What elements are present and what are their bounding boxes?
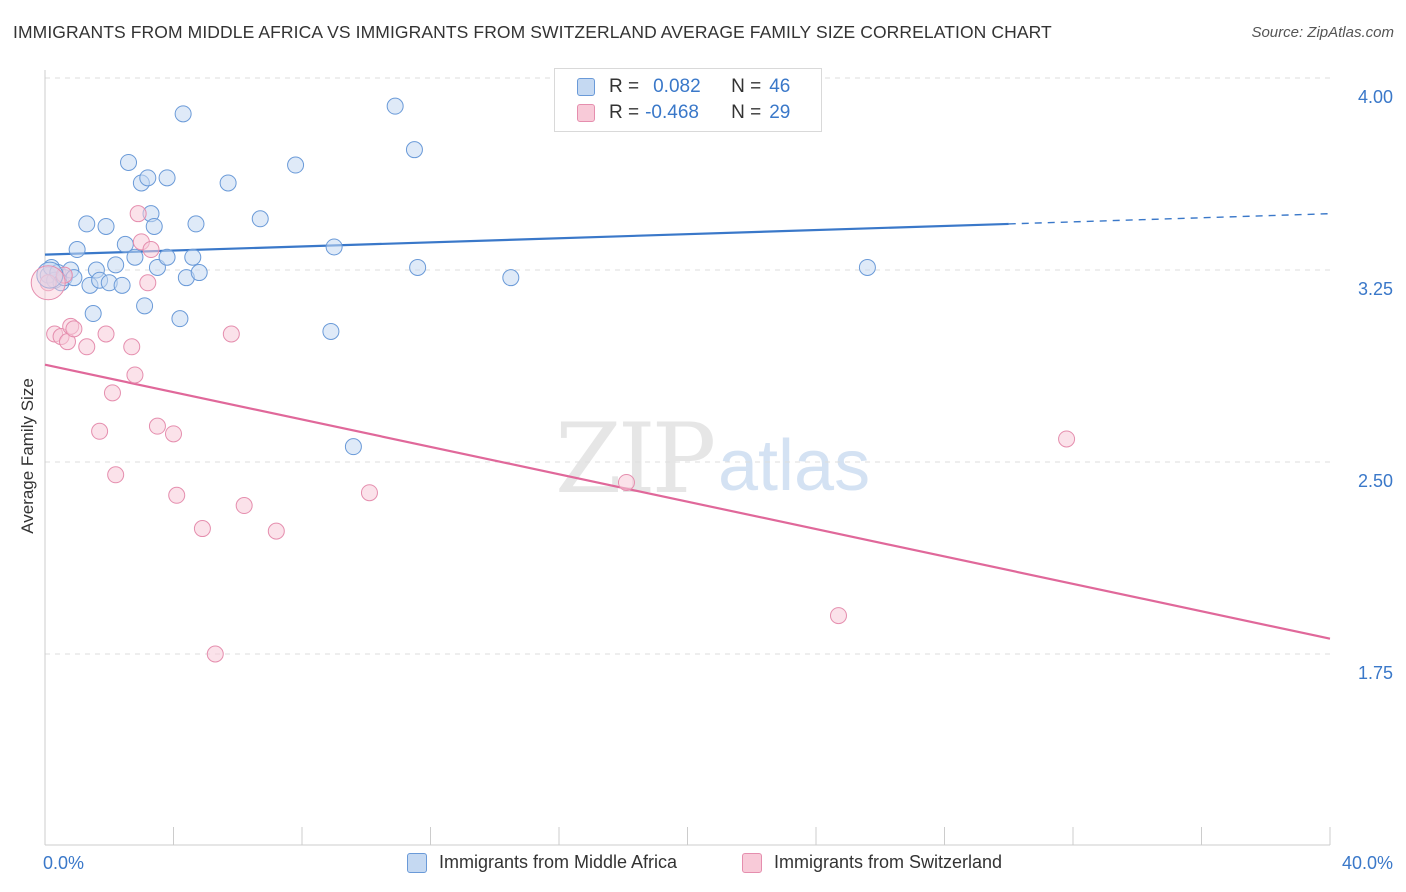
x-tick-label-min: 0.0% <box>43 853 84 873</box>
data-point-switzerland <box>97 325 115 343</box>
data-point-switzerland <box>91 422 109 440</box>
legend-n-label: N = <box>731 102 762 123</box>
data-point-middle-africa <box>68 241 86 259</box>
data-point-middle-africa <box>145 217 163 235</box>
y-tick-label: 1.75 <box>1358 663 1393 683</box>
data-point-middle-africa <box>97 217 115 235</box>
data-point-middle-africa <box>409 258 427 276</box>
y-tick-label: 4.00 <box>1358 87 1393 107</box>
data-point-middle-africa <box>184 248 202 266</box>
tick-labels: 1.75 2.50 3.25 4.00 0.0% 40.0% <box>43 87 1393 873</box>
data-point-middle-africa <box>171 310 189 328</box>
data-point-switzerland <box>168 486 186 504</box>
legend-r-label: R = <box>609 102 640 123</box>
x-tick-label-max: 40.0% <box>1342 853 1393 873</box>
data-point-switzerland <box>129 205 147 223</box>
trend-line-switzerland <box>44 363 1331 640</box>
trend-line-middle-africa-extension <box>1008 212 1331 225</box>
legend-swatch-blue <box>577 78 595 96</box>
data-point-switzerland <box>30 265 66 301</box>
data-points <box>30 97 1076 663</box>
y-tick-label: 2.50 <box>1358 471 1393 491</box>
legend-swatch-pink <box>742 852 762 873</box>
watermark: ZIP atlas <box>555 403 870 515</box>
legend-r-value: 0.082 <box>653 76 701 97</box>
data-point-switzerland <box>267 522 285 540</box>
data-point-switzerland <box>107 466 125 484</box>
data-point-switzerland <box>222 325 240 343</box>
data-point-middle-africa <box>187 215 205 233</box>
legend-swatch-pink <box>577 104 595 122</box>
legend-item-switzerland: Immigrants from Switzerland <box>742 852 1002 873</box>
watermark-atlas: atlas <box>718 426 870 506</box>
data-point-middle-africa <box>190 264 208 282</box>
data-point-middle-africa <box>287 156 305 174</box>
data-point-switzerland <box>235 497 253 515</box>
data-point-middle-africa <box>126 248 144 266</box>
legend-r-label: R = <box>609 76 640 97</box>
data-point-middle-africa <box>344 438 362 456</box>
data-point-middle-africa <box>251 210 269 228</box>
chart-title: IMMIGRANTS FROM MIDDLE AFRICA VS IMMIGRA… <box>13 22 1052 42</box>
data-point-switzerland <box>103 384 121 402</box>
data-point-middle-africa <box>405 141 423 159</box>
legend-r-value: -0.468 <box>645 102 699 123</box>
trend-line-middle-africa <box>44 222 1009 256</box>
data-point-middle-africa <box>120 153 138 171</box>
data-point-switzerland <box>126 366 144 384</box>
data-point-middle-africa <box>219 174 237 192</box>
legend-n-value: 29 <box>769 102 791 123</box>
data-point-switzerland <box>142 241 160 259</box>
data-point-middle-africa <box>136 297 154 315</box>
legend-row-switzerland: R = -0.468 N = 29 <box>577 101 790 125</box>
legend-swatch-blue <box>407 852 427 873</box>
data-point-switzerland <box>165 425 182 443</box>
data-point-switzerland <box>193 520 211 538</box>
data-point-switzerland <box>139 274 157 292</box>
legend-label-middle-africa: Immigrants from Middle Africa <box>439 852 678 872</box>
legend-n-label: N = <box>731 76 762 97</box>
data-point-middle-africa <box>858 258 876 276</box>
data-point-middle-africa <box>322 322 340 340</box>
data-point-middle-africa <box>502 269 520 287</box>
data-point-switzerland <box>829 607 847 625</box>
data-point-middle-africa <box>158 169 176 187</box>
data-point-middle-africa <box>107 256 125 274</box>
source-label: Source: ZipAtlas.com <box>1251 24 1394 41</box>
data-point-middle-africa <box>113 276 131 294</box>
data-point-switzerland <box>78 338 96 356</box>
data-point-switzerland <box>1058 430 1076 448</box>
trend-lines <box>44 212 1331 640</box>
series-legend: Immigrants from Middle Africa Immigrants… <box>0 852 1406 878</box>
data-point-middle-africa <box>78 215 96 233</box>
legend-label-switzerland: Immigrants from Switzerland <box>774 852 1003 872</box>
data-point-switzerland <box>206 645 224 663</box>
watermark-zip: ZIP <box>555 403 714 515</box>
data-point-middle-africa <box>36 261 64 289</box>
data-point-switzerland <box>65 320 83 338</box>
legend-row-middle-africa: R = 0.082 N = 46 <box>577 75 790 99</box>
correlation-legend: R = 0.082 N = 46 R = -0.468 N = 29 <box>554 68 822 132</box>
data-point-middle-africa <box>325 238 343 256</box>
axes <box>44 70 1331 846</box>
data-point-middle-africa <box>84 305 102 323</box>
legend-item-middle-africa: Immigrants from Middle Africa <box>407 852 677 873</box>
data-point-switzerland <box>617 473 635 491</box>
data-point-switzerland <box>148 417 166 435</box>
data-point-middle-africa <box>158 248 176 266</box>
data-point-switzerland <box>360 484 378 502</box>
data-point-middle-africa <box>174 105 192 123</box>
data-point-switzerland <box>123 338 141 356</box>
grid-lines <box>45 77 1330 655</box>
data-point-middle-africa <box>386 97 404 115</box>
data-point-middle-africa <box>139 169 157 187</box>
legend-n-value: 46 <box>769 76 791 97</box>
y-tick-label: 3.25 <box>1358 279 1393 299</box>
